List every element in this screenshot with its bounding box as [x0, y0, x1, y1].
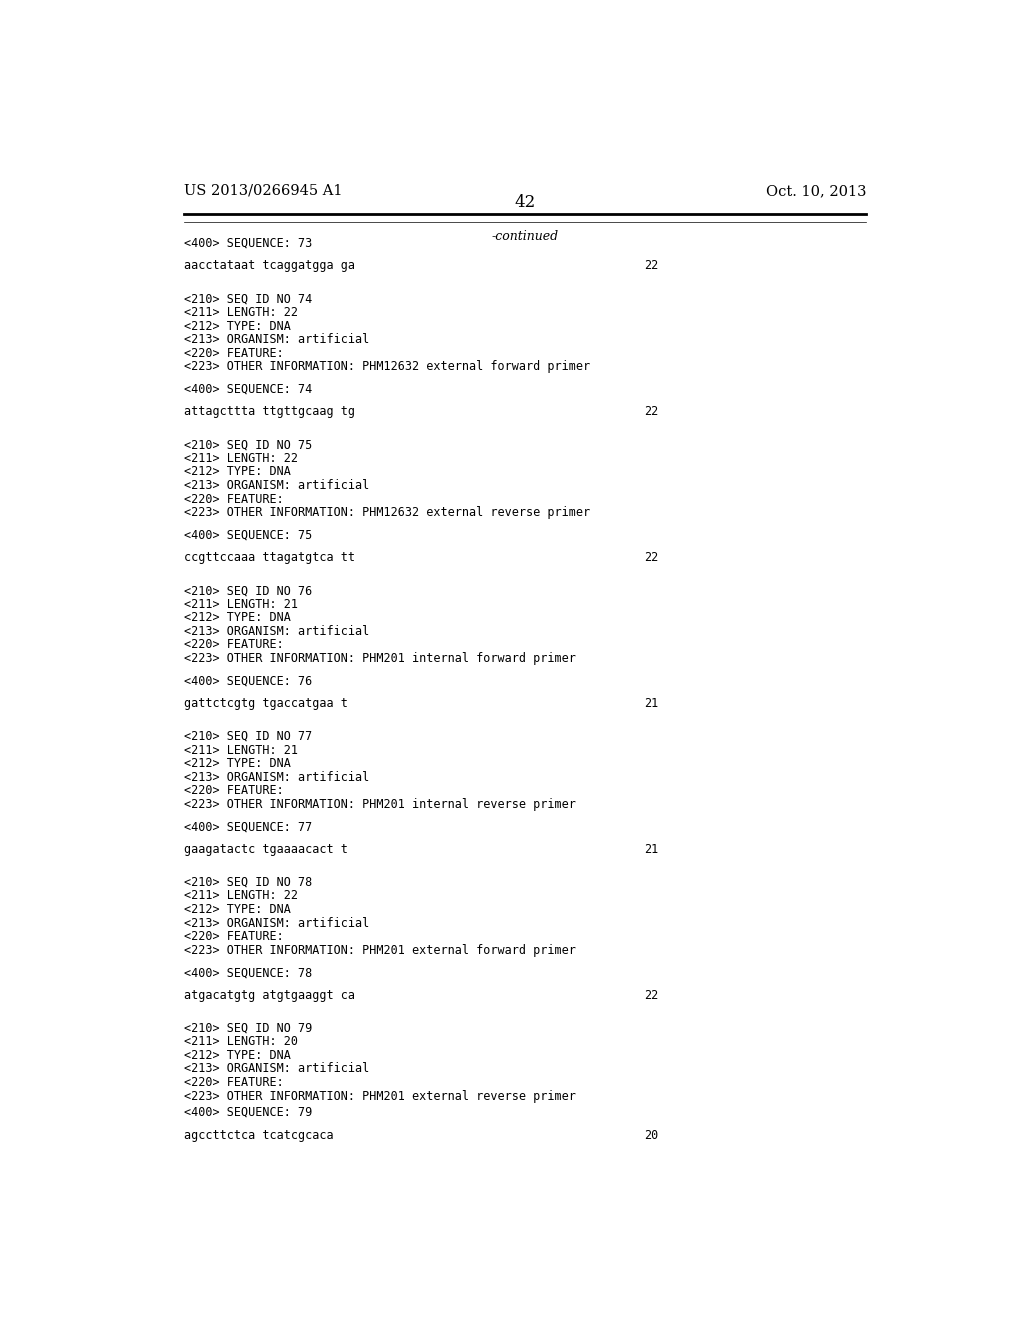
Text: -continued: -continued	[492, 230, 558, 243]
Text: 21: 21	[644, 842, 658, 855]
Text: <220> FEATURE:: <220> FEATURE:	[183, 639, 284, 652]
Text: <213> ORGANISM: artificial: <213> ORGANISM: artificial	[183, 916, 369, 929]
Text: gaagatactc tgaaaacact t: gaagatactc tgaaaacact t	[183, 842, 347, 855]
Text: <400> SEQUENCE: 76: <400> SEQUENCE: 76	[183, 675, 311, 688]
Text: <211> LENGTH: 20: <211> LENGTH: 20	[183, 1035, 298, 1048]
Text: 22: 22	[644, 550, 658, 564]
Text: <210> SEQ ID NO 77: <210> SEQ ID NO 77	[183, 730, 311, 743]
Text: <213> ORGANISM: artificial: <213> ORGANISM: artificial	[183, 1063, 369, 1076]
Text: US 2013/0266945 A1: US 2013/0266945 A1	[183, 183, 342, 198]
Text: aacctataat tcaggatgga ga: aacctataat tcaggatgga ga	[183, 259, 354, 272]
Text: <212> TYPE: DNA: <212> TYPE: DNA	[183, 1049, 291, 1061]
Text: <220> FEATURE:: <220> FEATURE:	[183, 492, 284, 506]
Text: <211> LENGTH: 22: <211> LENGTH: 22	[183, 890, 298, 903]
Text: <212> TYPE: DNA: <212> TYPE: DNA	[183, 466, 291, 478]
Text: <212> TYPE: DNA: <212> TYPE: DNA	[183, 903, 291, 916]
Text: <210> SEQ ID NO 78: <210> SEQ ID NO 78	[183, 875, 311, 888]
Text: 22: 22	[644, 989, 658, 1002]
Text: 42: 42	[514, 194, 536, 211]
Text: <400> SEQUENCE: 79: <400> SEQUENCE: 79	[183, 1105, 311, 1118]
Text: <223> OTHER INFORMATION: PHM201 external forward primer: <223> OTHER INFORMATION: PHM201 external…	[183, 944, 575, 957]
Text: <223> OTHER INFORMATION: PHM12632 external forward primer: <223> OTHER INFORMATION: PHM12632 extern…	[183, 360, 590, 374]
Text: atgacatgtg atgtgaaggt ca: atgacatgtg atgtgaaggt ca	[183, 989, 354, 1002]
Text: <210> SEQ ID NO 76: <210> SEQ ID NO 76	[183, 583, 311, 597]
Text: agccttctca tcatcgcaca: agccttctca tcatcgcaca	[183, 1129, 333, 1142]
Text: <212> TYPE: DNA: <212> TYPE: DNA	[183, 319, 291, 333]
Text: <220> FEATURE:: <220> FEATURE:	[183, 784, 284, 797]
Text: <210> SEQ ID NO 74: <210> SEQ ID NO 74	[183, 292, 311, 305]
Text: <400> SEQUENCE: 75: <400> SEQUENCE: 75	[183, 528, 311, 541]
Text: 20: 20	[644, 1129, 658, 1142]
Text: Oct. 10, 2013: Oct. 10, 2013	[766, 183, 866, 198]
Text: <213> ORGANISM: artificial: <213> ORGANISM: artificial	[183, 624, 369, 638]
Text: <210> SEQ ID NO 79: <210> SEQ ID NO 79	[183, 1022, 311, 1035]
Text: <400> SEQUENCE: 77: <400> SEQUENCE: 77	[183, 820, 311, 833]
Text: 22: 22	[644, 405, 658, 418]
Text: <212> TYPE: DNA: <212> TYPE: DNA	[183, 611, 291, 624]
Text: <210> SEQ ID NO 75: <210> SEQ ID NO 75	[183, 438, 311, 451]
Text: <223> OTHER INFORMATION: PHM201 internal reverse primer: <223> OTHER INFORMATION: PHM201 internal…	[183, 799, 575, 810]
Text: attagcttta ttgttgcaag tg: attagcttta ttgttgcaag tg	[183, 405, 354, 418]
Text: <400> SEQUENCE: 73: <400> SEQUENCE: 73	[183, 236, 311, 249]
Text: 21: 21	[644, 697, 658, 710]
Text: <220> FEATURE:: <220> FEATURE:	[183, 347, 284, 360]
Text: 22: 22	[644, 259, 658, 272]
Text: <211> LENGTH: 21: <211> LENGTH: 21	[183, 598, 298, 611]
Text: <223> OTHER INFORMATION: PHM12632 external reverse primer: <223> OTHER INFORMATION: PHM12632 extern…	[183, 507, 590, 519]
Text: <211> LENGTH: 22: <211> LENGTH: 22	[183, 306, 298, 319]
Text: <400> SEQUENCE: 78: <400> SEQUENCE: 78	[183, 966, 311, 979]
Text: <220> FEATURE:: <220> FEATURE:	[183, 931, 284, 944]
Text: <211> LENGTH: 22: <211> LENGTH: 22	[183, 451, 298, 465]
Text: ccgttccaaa ttagatgtca tt: ccgttccaaa ttagatgtca tt	[183, 550, 354, 564]
Text: <212> TYPE: DNA: <212> TYPE: DNA	[183, 758, 291, 770]
Text: <220> FEATURE:: <220> FEATURE:	[183, 1076, 284, 1089]
Text: <223> OTHER INFORMATION: PHM201 internal forward primer: <223> OTHER INFORMATION: PHM201 internal…	[183, 652, 575, 665]
Text: gattctcgtg tgaccatgaa t: gattctcgtg tgaccatgaa t	[183, 697, 347, 710]
Text: <213> ORGANISM: artificial: <213> ORGANISM: artificial	[183, 333, 369, 346]
Text: <211> LENGTH: 21: <211> LENGTH: 21	[183, 743, 298, 756]
Text: <213> ORGANISM: artificial: <213> ORGANISM: artificial	[183, 771, 369, 784]
Text: <213> ORGANISM: artificial: <213> ORGANISM: artificial	[183, 479, 369, 492]
Text: <223> OTHER INFORMATION: PHM201 external reverse primer: <223> OTHER INFORMATION: PHM201 external…	[183, 1090, 575, 1102]
Text: <400> SEQUENCE: 74: <400> SEQUENCE: 74	[183, 383, 311, 396]
